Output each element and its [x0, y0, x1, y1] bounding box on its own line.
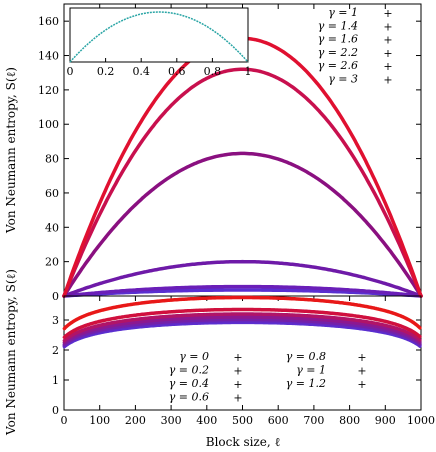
top-series-line: [62, 259, 423, 298]
top-y-tick-label: 0: [52, 290, 59, 303]
bottom-panel: 0 1 2 3 0 100 200 300 400 500 600 700 800 900 1000 γ = …: [52, 295, 435, 427]
bottom-legend-label: γ = 1.2: [286, 377, 326, 390]
top-y-tick-label: 20: [45, 256, 59, 269]
top-y-tick-label: 140: [38, 50, 59, 63]
bottom-series-line: [62, 312, 422, 343]
bottom-x-tick-label: 1000: [407, 414, 435, 427]
bottom-x-tick-label: 700: [303, 414, 324, 427]
bottom-x-tick-label: 500: [232, 414, 253, 427]
top-legend-marker: +: [383, 7, 392, 20]
top-series-line: [62, 284, 423, 298]
bottom-legend-marker: +: [233, 351, 242, 364]
inset-x-tick-label: 0.2: [97, 65, 115, 78]
top-panel: 0 20 40 60 80 100 120 140 160 γ = 1 + γ = 1.4 + γ = 1…: [38, 3, 423, 303]
bottom-legend-label: γ = 0.6: [169, 391, 209, 404]
bottom-legend-marker: +: [233, 392, 242, 405]
top-y-tick-label: 80: [45, 153, 59, 166]
top-series-line: [62, 36, 423, 298]
top-legend-marker: +: [383, 34, 392, 47]
bottom-series-line: [62, 317, 422, 347]
bottom-y-tick-label: 3: [52, 314, 59, 327]
top-legend-marker: +: [383, 74, 392, 87]
bottom-y-tick-label: 2: [52, 344, 59, 357]
bottom-legend-marker: +: [233, 378, 242, 391]
bottom-series-line: [62, 315, 422, 345]
top-y-tick-label: 160: [38, 15, 59, 28]
inset-x-tick-label: 0.8: [204, 65, 222, 78]
bottom-legend-label: γ = 1: [296, 364, 326, 377]
bottom-x-tick-label: 300: [161, 414, 182, 427]
bottom-legend-label: γ = 0: [179, 350, 209, 363]
bottom-x-tick-label: 400: [196, 414, 217, 427]
bottom-y-axis-label: Von Neumann entropy, S(ℓ): [4, 269, 18, 436]
inset-x-tick-label: 0.4: [132, 65, 150, 78]
bottom-y-tick-label: 1: [52, 374, 59, 387]
bottom-legend-marker: +: [357, 378, 366, 391]
top-legend-label: γ = 1: [328, 6, 358, 19]
inset-frame: [69, 7, 249, 63]
bottom-x-tick-label: 100: [89, 414, 110, 427]
bottom-legend-label: γ = 0.4: [169, 377, 209, 390]
bottom-legend-marker: +: [233, 365, 242, 378]
inset-x-tick-label: 0.6: [168, 65, 186, 78]
top-series-line: [62, 151, 423, 298]
top-y-tick-label: 100: [38, 118, 59, 131]
top-legend-marker: +: [383, 47, 392, 60]
top-y-axis-label: Von Neumann entropy, S(ℓ): [4, 67, 18, 234]
top-legend-label: γ = 2.6: [318, 59, 358, 72]
bottom-legend-label: γ = 0.2: [169, 364, 209, 377]
bottom-x-tick-label: 0: [61, 414, 68, 427]
bottom-x-tick-label: 900: [375, 414, 396, 427]
top-legend-label: γ = 1.6: [318, 33, 358, 46]
top-y-tick-label: 60: [45, 187, 59, 200]
top-legend-label: γ = 2.2: [318, 46, 358, 59]
inset-x-tick-label: 0: [67, 65, 74, 78]
top-legend-label: γ = 1.4: [318, 19, 358, 32]
inset-series-line: [69, 11, 249, 63]
top-legend-marker: +: [383, 20, 392, 33]
x-axis-label: Block size, ℓ: [206, 435, 281, 449]
top-y-tick-label: 40: [45, 221, 59, 234]
bottom-legend-label: γ = 0.8: [286, 350, 326, 363]
bottom-x-tick-label: 800: [339, 414, 360, 427]
bottom-series-line: [62, 295, 422, 331]
top-series-line: [62, 288, 423, 298]
top-y-tick-label: 120: [38, 84, 59, 97]
bottom-legend-marker: +: [357, 365, 366, 378]
bottom-series-line: [62, 307, 422, 340]
top-series-line: [62, 67, 423, 298]
bottom-x-tick-label: 200: [125, 414, 146, 427]
top-legend-label: γ = 3: [328, 73, 358, 86]
top-legend-marker: +: [383, 60, 392, 73]
bottom-legend-marker: +: [357, 351, 366, 364]
bottom-x-tick-label: 600: [268, 414, 289, 427]
bottom-y-tick-label: 0: [52, 404, 59, 417]
inset-x-tick-label: 1: [245, 65, 252, 78]
